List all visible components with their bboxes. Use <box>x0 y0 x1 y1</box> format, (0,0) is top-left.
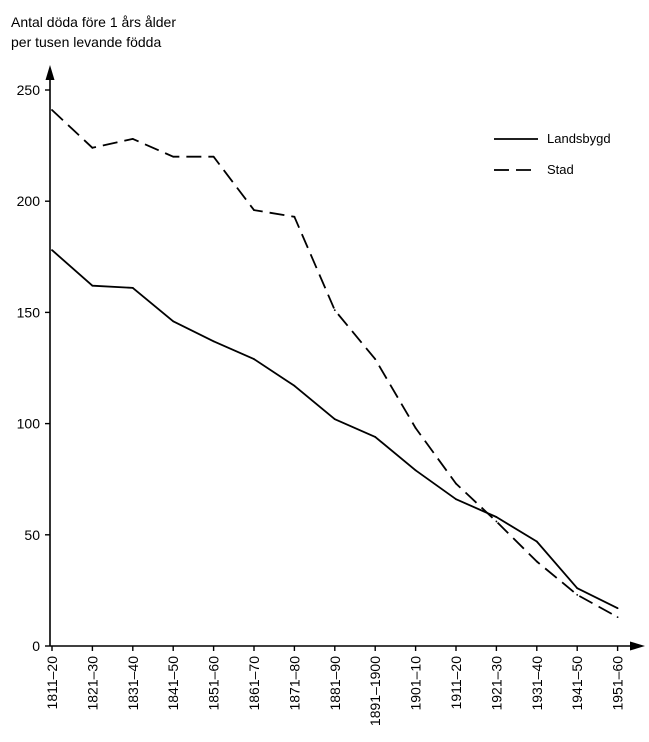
data-point-landsbygd <box>414 469 417 472</box>
data-point-landsbygd <box>91 284 94 287</box>
data-point-landsbygd <box>616 607 619 610</box>
data-point-landsbygd <box>333 418 336 421</box>
data-point-landsbygd <box>495 516 498 518</box>
data-point-stad <box>91 146 94 149</box>
data-point-landsbygd <box>51 249 53 252</box>
y-tick-label: 50 <box>24 527 40 543</box>
x-tick-label: 1941–50 <box>569 656 585 711</box>
data-point-stad <box>616 616 619 618</box>
data-point-stad <box>293 215 296 218</box>
x-tick-label: 1811–20 <box>44 656 60 710</box>
x-tick-label: 1831–40 <box>125 656 141 711</box>
x-ticks: 1811–20 1821–30 1831–40 1841–50 1851–60 1861–… <box>44 646 626 726</box>
x-tick-label: 1841–50 <box>165 656 181 711</box>
x-tick-label: 1881–90 <box>327 656 343 711</box>
x-tick-label: 1891–1900 <box>367 656 383 726</box>
y-axis-label-line-2: per tusen levande födda <box>11 34 162 50</box>
data-point-stad <box>51 109 53 111</box>
data-point-landsbygd <box>293 384 296 387</box>
x-tick-label: 1821–30 <box>84 656 100 711</box>
axes <box>45 65 645 651</box>
y-axis-label-line-1: Antal döda före 1 års ålder <box>11 14 176 30</box>
data-point-stad <box>253 209 255 211</box>
series-line-stad <box>51 109 619 618</box>
legend-label-stad: Stad <box>547 162 574 177</box>
data-point-landsbygd <box>576 587 579 590</box>
data-point-stad <box>212 155 215 158</box>
data-point-stad <box>495 520 498 523</box>
x-tick-label: 1931–40 <box>529 656 545 711</box>
data-point-landsbygd <box>374 436 377 438</box>
x-tick-label: 1951–60 <box>610 656 626 711</box>
data-point-landsbygd <box>455 498 457 501</box>
data-point-stad <box>576 593 579 596</box>
x-tick-label: 1911–20 <box>448 656 464 710</box>
y-axis-arrow <box>45 65 55 80</box>
data-point-landsbygd <box>131 287 134 289</box>
legend-label-landsbygd: Landsbygd <box>547 131 611 146</box>
series-group <box>51 109 619 618</box>
x-tick-label: 1851–60 <box>206 656 222 711</box>
data-point-stad <box>374 358 377 361</box>
x-tick-label: 1871–80 <box>286 656 302 711</box>
x-axis-arrow <box>630 641 645 651</box>
x-tick-label: 1921–30 <box>488 656 504 711</box>
series-line-landsbygd <box>51 249 618 610</box>
y-ticks: 0 50 100 150 200 250 <box>17 82 50 654</box>
data-point-stad <box>455 482 457 485</box>
y-tick-label: 100 <box>17 416 41 432</box>
legend: Landsbygd Stad <box>494 131 611 177</box>
data-point-stad <box>131 138 134 140</box>
y-tick-label: 200 <box>17 193 41 209</box>
data-point-stad <box>535 560 538 563</box>
x-tick-label: 1861–70 <box>246 656 262 711</box>
y-tick-label: 250 <box>17 82 41 98</box>
data-point-landsbygd <box>212 340 215 343</box>
y-tick-label: 150 <box>17 304 41 320</box>
data-point-landsbygd <box>172 320 175 323</box>
data-point-landsbygd <box>535 540 538 543</box>
data-point-stad <box>172 155 175 158</box>
data-point-stad <box>333 309 336 312</box>
data-point-landsbygd <box>253 358 255 361</box>
data-point-stad <box>414 427 417 429</box>
y-tick-label: 0 <box>32 638 40 654</box>
x-tick-label: 1901–10 <box>408 656 424 711</box>
